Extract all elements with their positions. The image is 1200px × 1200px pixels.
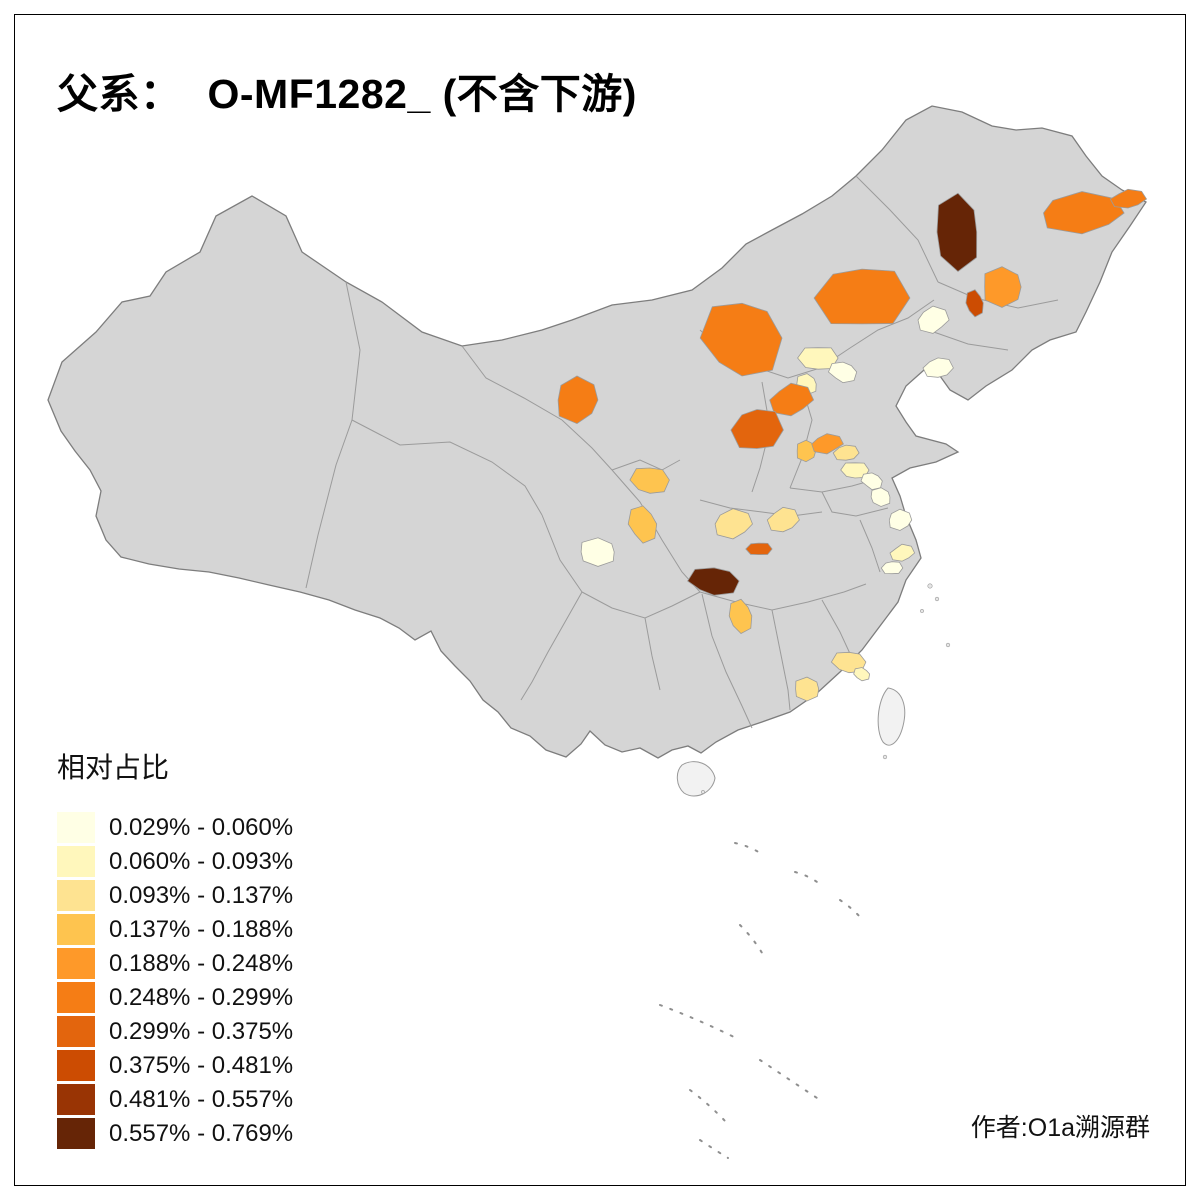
map-region — [795, 676, 820, 702]
legend-label: 0.029% - 0.060% — [109, 813, 294, 841]
legend-swatch — [57, 1118, 95, 1149]
legend-label: 0.557% - 0.769% — [109, 1119, 294, 1147]
legend-row: 0.248% - 0.299% — [57, 982, 293, 1013]
legend-rows: 0.029% - 0.060% 0.060% - 0.093% 0.093% - 0… — [57, 812, 293, 1149]
legend-label: 0.093% - 0.137% — [109, 881, 294, 909]
legend-swatch — [57, 1084, 95, 1115]
mainland-outline — [47, 105, 1147, 759]
map-region — [730, 409, 784, 449]
map-region — [629, 467, 670, 494]
legend-row: 0.137% - 0.188% — [57, 914, 293, 945]
legend-swatch — [57, 948, 95, 979]
legend-label: 0.137% - 0.188% — [109, 915, 294, 943]
taiwan-island — [877, 687, 906, 746]
map-region — [745, 542, 773, 556]
map-region — [965, 289, 984, 318]
legend-row: 0.375% - 0.481% — [57, 1050, 293, 1081]
legend-row: 0.557% - 0.769% — [57, 1118, 293, 1149]
map-region — [936, 192, 978, 273]
legend-row: 0.029% - 0.060% — [57, 812, 293, 843]
hainan-island — [676, 761, 716, 797]
legend-swatch — [57, 1016, 95, 1047]
map-region — [870, 487, 891, 507]
map-region — [796, 439, 817, 463]
legend-title: 相对占比 — [57, 752, 170, 783]
legend-swatch — [57, 982, 95, 1013]
legend-label: 0.375% - 0.481% — [109, 1051, 294, 1079]
map-region — [888, 508, 913, 531]
map-region — [557, 375, 599, 425]
legend-swatch — [57, 846, 95, 877]
legend: 相对占比 0.029% - 0.060% 0.060% - 0.093% 0.093… — [57, 746, 293, 1152]
map-region — [714, 508, 753, 540]
map-region — [769, 382, 815, 417]
map-region — [922, 357, 954, 378]
legend-swatch — [57, 914, 95, 945]
map-region — [728, 598, 753, 634]
map-region — [811, 433, 844, 455]
map-region — [627, 505, 658, 544]
title-prefix: 父系： — [57, 71, 182, 117]
legend-row: 0.188% - 0.248% — [57, 948, 293, 979]
legend-label: 0.481% - 0.557% — [109, 1085, 294, 1113]
map-region — [917, 305, 950, 334]
map-region — [832, 444, 860, 461]
legend-swatch — [57, 1050, 95, 1081]
legend-label: 0.299% - 0.375% — [109, 1017, 294, 1045]
map-region — [1109, 188, 1148, 209]
map-region — [687, 567, 740, 596]
map-region — [580, 537, 615, 567]
legend-row: 0.481% - 0.557% — [57, 1084, 293, 1115]
map-region — [813, 268, 911, 325]
title-main: O-MF1282_ (不含下游) — [207, 71, 637, 117]
legend-row: 0.060% - 0.093% — [57, 846, 293, 877]
page-title: 父系： O-MF1282_ (不含下游) — [57, 60, 637, 120]
map-region — [1043, 191, 1125, 235]
map-region — [853, 667, 871, 682]
map-region — [828, 361, 858, 384]
map-region — [840, 462, 870, 479]
legend-swatch — [57, 812, 95, 843]
legend-label: 0.248% - 0.299% — [109, 983, 294, 1011]
map-region — [699, 302, 783, 377]
map-region — [889, 543, 916, 562]
map-region — [984, 266, 1022, 308]
legend-row: 0.299% - 0.375% — [57, 1016, 293, 1047]
legend-label: 0.060% - 0.093% — [109, 847, 294, 875]
author-credit: 作者:O1a溯源群 — [970, 1114, 1150, 1142]
map-region — [766, 506, 800, 533]
south-china-sea-islands — [659, 842, 862, 1159]
legend-row: 0.093% - 0.137% — [57, 880, 293, 911]
coastal-islands — [701, 583, 951, 794]
map-region — [880, 561, 904, 575]
choropleth-regions — [557, 188, 1148, 702]
map-region — [797, 347, 839, 370]
legend-swatch — [57, 880, 95, 911]
legend-label: 0.188% - 0.248% — [109, 949, 294, 977]
